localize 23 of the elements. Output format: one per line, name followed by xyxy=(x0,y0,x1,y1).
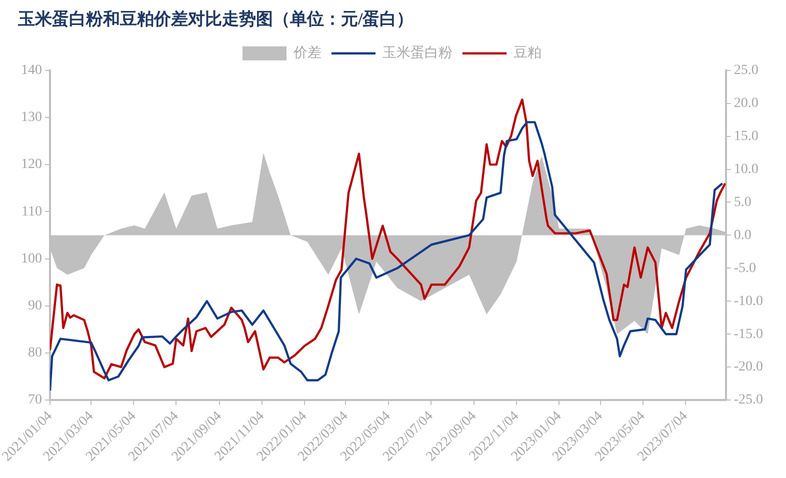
y-tick-label: 120 xyxy=(21,157,42,172)
y-tick-label: 80 xyxy=(28,346,42,361)
y2-tick-label: 15.0 xyxy=(734,128,758,144)
y-tick-label: 100 xyxy=(21,251,42,266)
y-tick-label: 130 xyxy=(21,110,42,126)
y2-tick-label: -15.0 xyxy=(734,326,764,342)
y2-tick-label: 5.0 xyxy=(734,194,752,210)
y2-tick-label: -20.0 xyxy=(734,360,764,375)
chart-title: 玉米蛋白粉和豆粕价差对比走势图（单位：元/蛋白） xyxy=(17,10,414,29)
y2-tick-label: -10.0 xyxy=(734,294,764,309)
y2-tick-label: -5.0 xyxy=(734,260,756,276)
y2-tick-label: 25.0 xyxy=(734,63,758,78)
y2-tick-label: 0.0 xyxy=(734,228,752,243)
legend-label: 玉米蛋白粉 xyxy=(382,45,452,62)
y-tick-label: 110 xyxy=(22,204,42,220)
y2-tick-label: 20.0 xyxy=(734,96,758,112)
y2-tick-label: -25.0 xyxy=(734,392,764,408)
y-tick-label: 70 xyxy=(28,392,42,408)
y-tick-label: 140 xyxy=(21,63,42,78)
y-tick-label: 90 xyxy=(28,298,42,314)
legend-label: 豆粕 xyxy=(514,45,542,62)
legend-label: 价差 xyxy=(292,45,322,62)
y2-tick-label: 10.0 xyxy=(734,162,758,177)
